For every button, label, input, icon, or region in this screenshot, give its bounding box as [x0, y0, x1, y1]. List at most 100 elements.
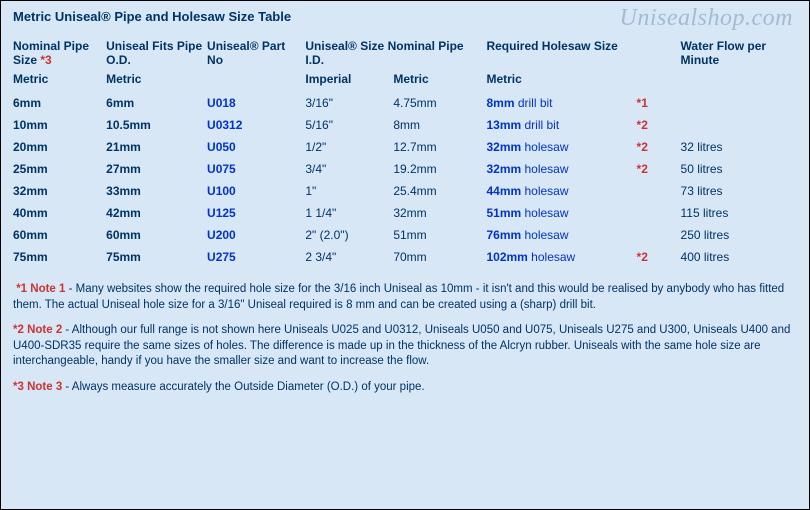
table-row: 20mm21mmU0501/2"12.7mm32mm holesaw*232 l… [13, 136, 797, 158]
cell-od: 10.5mm [106, 114, 207, 136]
cell-flow: 32 litres [681, 136, 797, 158]
cell-note-ref: *2 [637, 136, 681, 158]
header-ref [637, 38, 681, 68]
cell-pipe-size: 40mm [13, 202, 106, 224]
cell-part-no[interactable]: U0312 [207, 114, 305, 136]
holesaw-size: 8mm [486, 96, 514, 110]
notes-section: *1 Note 1 - Many websites show the requi… [13, 282, 797, 395]
holesaw-size: 51mm [486, 206, 521, 220]
cell-holesaw: 13mm drill bit [486, 114, 636, 136]
note3-text: - Always measure accurately the Outside … [62, 381, 424, 393]
cell-flow [681, 114, 797, 136]
subheader-metric1: Metric [13, 68, 106, 92]
table-body: 6mm6mmU0183/16"4.75mm8mm drill bit*110mm… [13, 92, 797, 268]
holesaw-size: 32mm [486, 140, 521, 154]
cell-note-ref: *2 [637, 158, 681, 180]
holesaw-size: 32mm [486, 162, 521, 176]
subheader-metric4: Metric [486, 68, 636, 92]
holesaw-size: 102mm [486, 250, 527, 264]
cell-part-no[interactable]: U050 [207, 136, 305, 158]
holesaw-tool: holesaw [521, 228, 568, 242]
cell-part-no[interactable]: U125 [207, 202, 305, 224]
holesaw-size: 13mm [486, 118, 521, 132]
cell-imperial: 2 3/4" [305, 246, 393, 268]
cell-metric: 25.4mm [393, 180, 486, 202]
subheader-metric3: Metric [393, 68, 486, 92]
table-row: 75mm75mmU2752 3/4"70mm102mm holesaw*2400… [13, 246, 797, 268]
subheader-metric2: Metric [106, 68, 207, 92]
cell-metric: 12.7mm [393, 136, 486, 158]
cell-holesaw: 32mm holesaw [486, 158, 636, 180]
cell-note-ref: *2 [637, 246, 681, 268]
header-holesaw: Required Holesaw Size [486, 38, 636, 68]
cell-pipe-size: 25mm [13, 158, 106, 180]
cell-od: 33mm [106, 180, 207, 202]
cell-holesaw: 51mm holesaw [486, 202, 636, 224]
cell-pipe-size: 60mm [13, 224, 106, 246]
header-pipe-size: Nominal Pipe Size *3 [13, 38, 106, 68]
subheader-empty2 [637, 68, 681, 92]
header-od: Uniseal Fits Pipe O.D. [106, 38, 207, 68]
cell-part-no[interactable]: U018 [207, 92, 305, 114]
cell-metric: 19.2mm [393, 158, 486, 180]
cell-part-no[interactable]: U100 [207, 180, 305, 202]
page-container: Unisealshop.com Metric Uniseal® Pipe and… [0, 0, 810, 510]
holesaw-tool: holesaw [521, 206, 568, 220]
cell-part-no[interactable]: U200 [207, 224, 305, 246]
cell-holesaw: 76mm holesaw [486, 224, 636, 246]
cell-pipe-size: 20mm [13, 136, 106, 158]
holesaw-tool: holesaw [521, 162, 568, 176]
holesaw-tool: holesaw [521, 140, 568, 154]
cell-flow: 73 litres [681, 180, 797, 202]
cell-part-no[interactable]: U075 [207, 158, 305, 180]
note-1: *1 Note 1 - Many websites show the requi… [13, 282, 797, 313]
cell-note-ref [637, 180, 681, 202]
note2-text: - Although our full range is not shown h… [13, 324, 790, 367]
cell-pipe-size: 10mm [13, 114, 106, 136]
cell-pipe-size: 32mm [13, 180, 106, 202]
cell-metric: 70mm [393, 246, 486, 268]
cell-holesaw: 102mm holesaw [486, 246, 636, 268]
cell-pipe-size: 6mm [13, 92, 106, 114]
cell-imperial: 1/2" [305, 136, 393, 158]
header-nominal-id: Uniseal® Size Nominal Pipe I.D. [305, 38, 486, 68]
note-2: *2 Note 2 - Although our full range is n… [13, 323, 797, 370]
cell-note-ref [637, 224, 681, 246]
cell-imperial: 1 1/4" [305, 202, 393, 224]
cell-imperial: 5/16" [305, 114, 393, 136]
cell-imperial: 3/16" [305, 92, 393, 114]
cell-note-ref: *2 [637, 114, 681, 136]
cell-flow: 115 litres [681, 202, 797, 224]
header-row-1: Nominal Pipe Size *3 Uniseal Fits Pipe O… [13, 38, 797, 68]
cell-od: 42mm [106, 202, 207, 224]
holesaw-size: 76mm [486, 228, 521, 242]
cell-flow: 400 litres [681, 246, 797, 268]
note3-ref: *3 [40, 53, 51, 67]
cell-od: 60mm [106, 224, 207, 246]
cell-holesaw: 32mm holesaw [486, 136, 636, 158]
cell-imperial: 2" (2.0") [305, 224, 393, 246]
cell-note-ref: *1 [637, 92, 681, 114]
cell-part-no[interactable]: U275 [207, 246, 305, 268]
holesaw-tool: holesaw [528, 250, 575, 264]
cell-flow: 250 litres [681, 224, 797, 246]
cell-metric: 32mm [393, 202, 486, 224]
holesaw-size: 44mm [486, 184, 521, 198]
cell-flow: 50 litres [681, 158, 797, 180]
table-row: 10mm10.5mmU03125/16"8mm13mm drill bit*2 [13, 114, 797, 136]
header-part: Uniseal® Part No [207, 38, 305, 68]
note1-label: *1 Note 1 [16, 283, 65, 295]
cell-od: 6mm [106, 92, 207, 114]
table-row: 6mm6mmU0183/16"4.75mm8mm drill bit*1 [13, 92, 797, 114]
table-row: 60mm60mmU2002" (2.0")51mm76mm holesaw250… [13, 224, 797, 246]
table-row: 25mm27mmU0753/4"19.2mm32mm holesaw*250 l… [13, 158, 797, 180]
cell-metric: 51mm [393, 224, 486, 246]
cell-pipe-size: 75mm [13, 246, 106, 268]
watermark: Unisealshop.com [620, 5, 793, 32]
table-row: 40mm42mmU1251 1/4"32mm51mm holesaw 115 li… [13, 202, 797, 224]
subheader-empty3 [681, 68, 797, 92]
header-row-2: Metric Metric Imperial Metric Metric [13, 68, 797, 92]
holesaw-tool: drill bit [521, 118, 559, 132]
cell-metric: 4.75mm [393, 92, 486, 114]
subheader-imperial: Imperial [305, 68, 393, 92]
